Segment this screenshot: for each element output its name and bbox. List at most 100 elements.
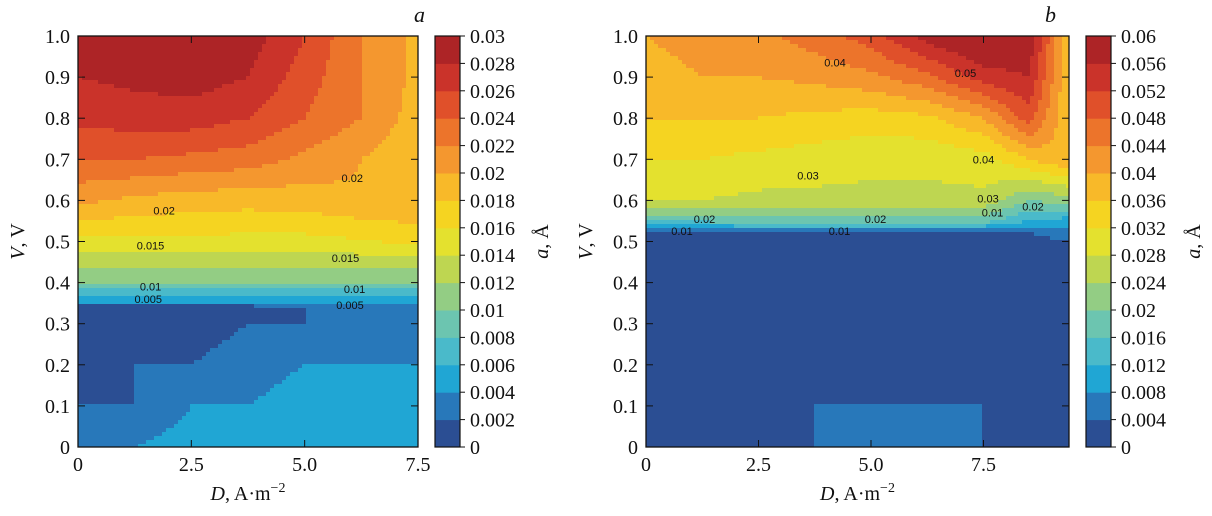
contour-cell	[234, 164, 238, 168]
contour-cell	[206, 192, 210, 196]
contour-cell	[370, 40, 374, 44]
contour-cell	[122, 212, 126, 216]
contour-cell	[390, 136, 394, 140]
contour-cell	[242, 72, 246, 76]
contour-cell	[110, 36, 114, 40]
contour-cell	[266, 180, 270, 184]
contour-cell	[118, 248, 122, 252]
contour-cell	[378, 72, 382, 76]
contour-cell	[294, 92, 298, 96]
contour-cell	[374, 156, 378, 160]
contour-cell	[218, 252, 222, 256]
contour-cell	[218, 180, 222, 184]
contour-cell	[162, 164, 166, 168]
contour-cell	[82, 204, 86, 208]
contour-cell	[382, 260, 386, 264]
contour-cell	[354, 36, 358, 40]
contour-cell	[214, 156, 218, 160]
contour-cell	[174, 72, 178, 76]
contour-cell	[278, 96, 282, 100]
contour-cell	[102, 256, 106, 260]
contour-cell	[214, 160, 218, 164]
contour-cell	[382, 120, 386, 124]
contour-cell	[266, 200, 270, 204]
contour-cell	[186, 72, 190, 76]
contour-cell	[250, 212, 254, 216]
contour-cell	[254, 236, 258, 240]
contour-cell	[414, 128, 418, 132]
contour-cell	[290, 44, 294, 48]
contour-cell	[130, 60, 134, 64]
contour-cell	[190, 36, 194, 40]
contour-cell	[186, 144, 190, 148]
contour-cell	[270, 244, 274, 248]
contour-cell	[270, 108, 274, 112]
contour-cell	[82, 84, 86, 88]
contour-cell	[402, 264, 406, 268]
contour-cell	[406, 92, 410, 96]
contour-cell	[310, 248, 314, 252]
contour-cell	[286, 264, 290, 268]
contour-cell	[406, 156, 410, 160]
contour-cell	[142, 80, 146, 84]
contour-cell	[406, 112, 410, 116]
contour-cell	[330, 72, 334, 76]
contour-cell	[286, 84, 290, 88]
contour-cell	[130, 256, 134, 260]
contour-cell	[90, 168, 94, 172]
contour-cell	[270, 120, 274, 124]
contour-cell	[346, 172, 350, 176]
contour-cell	[310, 176, 314, 180]
contour-cell	[370, 216, 374, 220]
contour-cell	[178, 60, 182, 64]
contour-cell	[202, 88, 206, 92]
contour-cell	[398, 76, 402, 80]
contour-cell	[242, 68, 246, 72]
contour-cell	[206, 84, 210, 88]
contour-cell	[94, 268, 98, 272]
contour-cell	[302, 128, 306, 132]
contour-cell	[202, 236, 206, 240]
contour-cell	[402, 100, 406, 104]
contour-cell	[238, 120, 242, 124]
contour-cell	[134, 184, 138, 188]
contour-cell	[134, 96, 138, 100]
contour-cell	[210, 220, 214, 224]
contour-cell	[142, 128, 146, 132]
contour-cell	[134, 252, 138, 256]
contour-cell	[126, 116, 130, 120]
contour-cell	[122, 144, 126, 148]
contour-cell	[266, 80, 270, 84]
contour-cell	[190, 236, 194, 240]
contour-cell	[254, 80, 258, 84]
contour-cell	[150, 136, 154, 140]
contour-cell	[318, 136, 322, 140]
contour-cell	[142, 88, 146, 92]
contour-cell	[282, 76, 286, 80]
contour-cell	[386, 40, 390, 44]
contour-cell	[146, 232, 150, 236]
contour-cell	[246, 140, 250, 144]
contour-cell	[214, 244, 218, 248]
contour-cell	[186, 200, 190, 204]
contour-cell	[190, 148, 194, 152]
contour-cell	[326, 96, 330, 100]
contour-cell	[182, 244, 186, 248]
contour-cell	[270, 232, 274, 236]
contour-cell	[98, 124, 102, 128]
contour-cell	[258, 36, 262, 40]
contour-cell	[314, 268, 318, 272]
contour-cell	[286, 236, 290, 240]
contour-cell	[326, 124, 330, 128]
contour-cell	[166, 180, 170, 184]
contour-cell	[290, 184, 294, 188]
contour-cell	[310, 84, 314, 88]
contour-cell	[250, 120, 254, 124]
contour-cell	[134, 188, 138, 192]
contour-cell	[114, 96, 118, 100]
contour-cell	[322, 204, 326, 208]
contour-cell	[322, 64, 326, 68]
contour-cell	[350, 236, 354, 240]
contour-cell	[166, 64, 170, 68]
contour-cell	[346, 188, 350, 192]
